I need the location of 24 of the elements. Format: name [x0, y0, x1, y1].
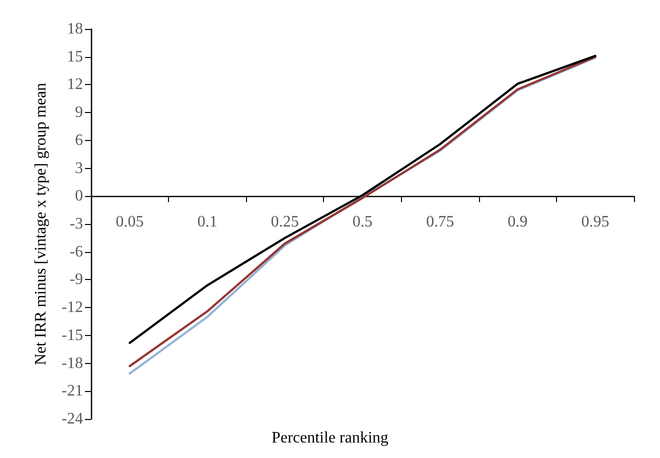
- y-tick-label: 12: [67, 76, 83, 94]
- y-tick-label: -21: [62, 382, 83, 400]
- y-tick-label: 9: [75, 104, 83, 122]
- y-axis-title: Net IRR minus [vintage x type] group mean: [32, 82, 50, 366]
- y-tick-label: 3: [75, 160, 83, 177]
- y-tick-label: -12: [62, 299, 83, 316]
- y-tick-label: -3: [70, 216, 83, 232]
- x-tick-label: 0.95: [581, 214, 610, 231]
- x-tick-label: 0.05: [116, 214, 144, 231]
- x-axis-title: Percentile ranking: [272, 430, 388, 446]
- y-tick-label: 6: [75, 132, 83, 149]
- y-tick-label: -24: [62, 410, 83, 428]
- x-tick-label: 0.1: [197, 214, 218, 231]
- y-tick-label: -9: [70, 271, 83, 288]
- y-tick-label: -6: [70, 243, 83, 260]
- y-tick-label: 15: [67, 48, 83, 66]
- x-tick-label: 0.9: [508, 214, 528, 231]
- y-tick-label: -15: [62, 326, 83, 344]
- x-tick-label: 0.75: [426, 214, 454, 231]
- x-tick-label: 0.25: [270, 214, 299, 231]
- y-tick-label: 18: [67, 20, 83, 38]
- y-tick-label: -18: [62, 354, 83, 372]
- y-tick-label: 0: [75, 188, 83, 205]
- x-tick-label: 0.5: [352, 214, 372, 231]
